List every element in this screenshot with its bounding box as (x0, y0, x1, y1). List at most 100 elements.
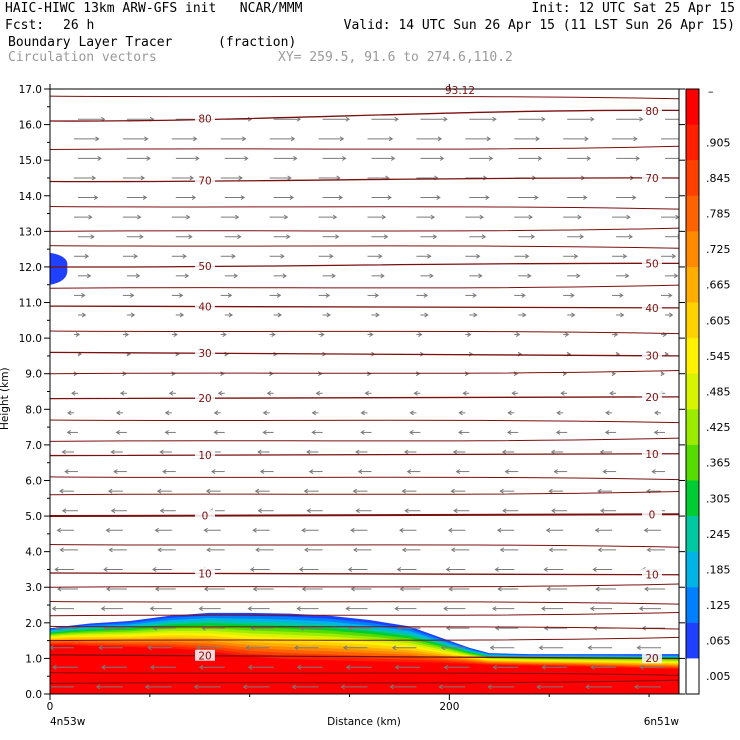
x-tick-label: 200 (439, 701, 459, 713)
wind-vector-head (541, 116, 546, 122)
contour-label-bg (642, 652, 662, 664)
contour-label-bg (642, 568, 662, 580)
wind-vector-head (639, 116, 644, 122)
contour-line (50, 672, 679, 676)
wind-vector-head (342, 155, 347, 161)
colorbar-swatch (686, 622, 699, 659)
wind-vector-head (203, 586, 209, 592)
wind-vector-head (556, 410, 561, 416)
wind-vector-head (81, 292, 86, 298)
wind-vector-head (476, 253, 481, 259)
contour-line (50, 330, 679, 335)
wind-vector-head (584, 136, 589, 142)
wind-vector-head (154, 586, 160, 592)
wind-vector-head (646, 547, 651, 553)
wind-vector-head (464, 371, 470, 377)
wind-vector-head (396, 567, 402, 572)
contour-line-labeled (50, 177, 679, 183)
wind-vector-head (504, 469, 509, 474)
plot-background (50, 89, 679, 694)
wind-vector-head (144, 136, 149, 142)
contour-line (50, 679, 679, 684)
wind-vector-head (673, 273, 679, 279)
wind-vector-head (280, 253, 285, 259)
wind-vector-head (149, 606, 155, 612)
wind-vector-head (651, 469, 656, 474)
wind-vector-head (573, 253, 579, 259)
contour-label-bg (195, 449, 215, 461)
wind-vector-head (390, 155, 396, 161)
wind-vector-head (541, 664, 546, 670)
wind-vector-head (345, 664, 351, 670)
contour-label: 70 (645, 173, 658, 185)
contour-label: 30 (198, 348, 211, 360)
wind-vector-head (548, 547, 554, 553)
wind-vector-head (609, 390, 614, 396)
x-axis-label: Distance (km) (327, 716, 401, 728)
wind-vector-head (140, 175, 146, 181)
y-tick-label: 16.0 (19, 120, 42, 132)
wind-vector-head (427, 253, 432, 259)
wind-vector-head (93, 195, 99, 200)
wind-vector-head (553, 469, 558, 474)
wind-vector-head (306, 508, 311, 514)
wind-vector-head (227, 292, 233, 298)
wind-vector-head (154, 527, 159, 533)
contour-line (50, 145, 679, 150)
contour-label-bg (195, 260, 215, 272)
wind-vector-head (597, 547, 602, 553)
y-tick-label: 2.0 (25, 618, 42, 630)
contour-label: 0 (202, 511, 209, 523)
contour-label-bg (642, 349, 662, 361)
wind-vector-head (186, 214, 191, 220)
wind-vector-head (453, 508, 458, 514)
contour-line (50, 370, 679, 375)
wind-vector-head (198, 606, 203, 612)
colorbar-label: .425 (706, 421, 731, 434)
wind-vector-head (331, 273, 336, 279)
wind-vector-head (290, 136, 296, 142)
wind-vector-head (560, 390, 565, 396)
wind-vector-head (497, 586, 502, 592)
contour-line (50, 583, 679, 588)
wind-vector-head (638, 606, 644, 612)
wind-vector-head (423, 292, 429, 298)
wind-vector-head (220, 371, 225, 377)
x-tick-label: 0 (47, 701, 54, 713)
wind-vector-head (668, 292, 673, 298)
wind-vector-head (231, 253, 236, 259)
wind-vector-head (159, 508, 165, 514)
wind-vector-head (668, 312, 674, 318)
wind-vector-head (683, 137, 686, 141)
wind-vector-head (124, 332, 130, 337)
wind-vector-head (159, 449, 164, 455)
wind-vector-head (450, 488, 455, 494)
colorbar-swatch (686, 551, 699, 588)
contour-label: 20 (645, 392, 658, 404)
wind-vector-head (311, 430, 316, 435)
wind-vector-head (506, 430, 512, 435)
wind-vector-head (71, 390, 76, 396)
vector-name: Circulation vectors (8, 50, 157, 65)
colorbar-label: .725 (706, 243, 731, 256)
wind-vector-head (432, 234, 438, 240)
wind-vector-head (387, 195, 392, 200)
wind-vector-head (244, 155, 249, 161)
wind-vector-head (522, 312, 527, 318)
wind-vector-head (406, 469, 412, 474)
colorbar-label: .005 (706, 670, 731, 683)
wind-vector-head (308, 469, 314, 474)
wind-vector-head (277, 312, 282, 318)
wind-vector-head (213, 430, 218, 435)
wind-vector-head (296, 606, 301, 612)
colorbar-swatch (686, 480, 699, 517)
wind-vector-head (599, 508, 605, 514)
wind-vector-head (594, 527, 600, 533)
contour-label-bg (642, 508, 662, 520)
wind-vector-head (401, 488, 406, 494)
wind-vector-head (133, 253, 138, 259)
wind-vector-head (458, 410, 463, 416)
wind-vector-head (137, 214, 142, 220)
wind-vector-head (487, 684, 492, 690)
colorbar-label: .365 (706, 457, 731, 470)
